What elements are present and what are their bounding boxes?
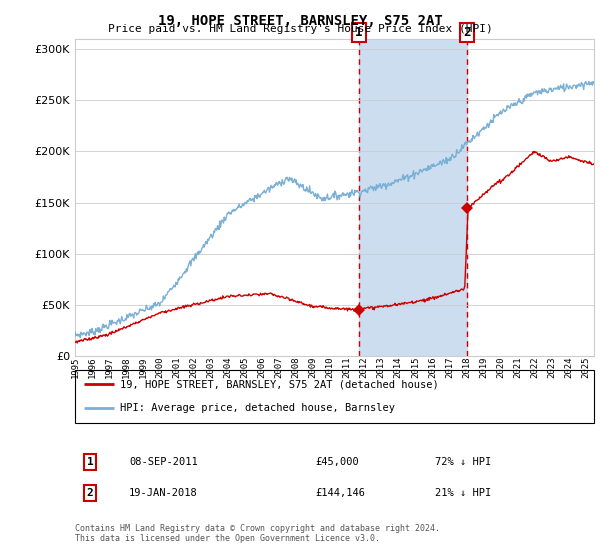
Text: £45,000: £45,000 [315,457,359,467]
Text: Contains HM Land Registry data © Crown copyright and database right 2024.
This d: Contains HM Land Registry data © Crown c… [75,524,440,543]
Text: 21% ↓ HPI: 21% ↓ HPI [435,488,491,498]
Text: 19, HOPE STREET, BARNSLEY, S75 2AT (detached house): 19, HOPE STREET, BARNSLEY, S75 2AT (deta… [120,380,439,390]
Text: 19-JAN-2018: 19-JAN-2018 [129,488,198,498]
Text: Price paid vs. HM Land Registry's House Price Index (HPI): Price paid vs. HM Land Registry's House … [107,24,493,34]
Text: 72% ↓ HPI: 72% ↓ HPI [435,457,491,467]
Text: 2: 2 [86,488,94,498]
Text: 1: 1 [86,457,94,467]
Text: 19, HOPE STREET, BARNSLEY, S75 2AT: 19, HOPE STREET, BARNSLEY, S75 2AT [158,14,442,28]
Text: 2: 2 [463,26,471,39]
Text: £144,146: £144,146 [315,488,365,498]
Text: HPI: Average price, detached house, Barnsley: HPI: Average price, detached house, Barn… [120,403,395,413]
Text: 1: 1 [355,26,363,39]
Text: 08-SEP-2011: 08-SEP-2011 [129,457,198,467]
Bar [359,39,467,356]
